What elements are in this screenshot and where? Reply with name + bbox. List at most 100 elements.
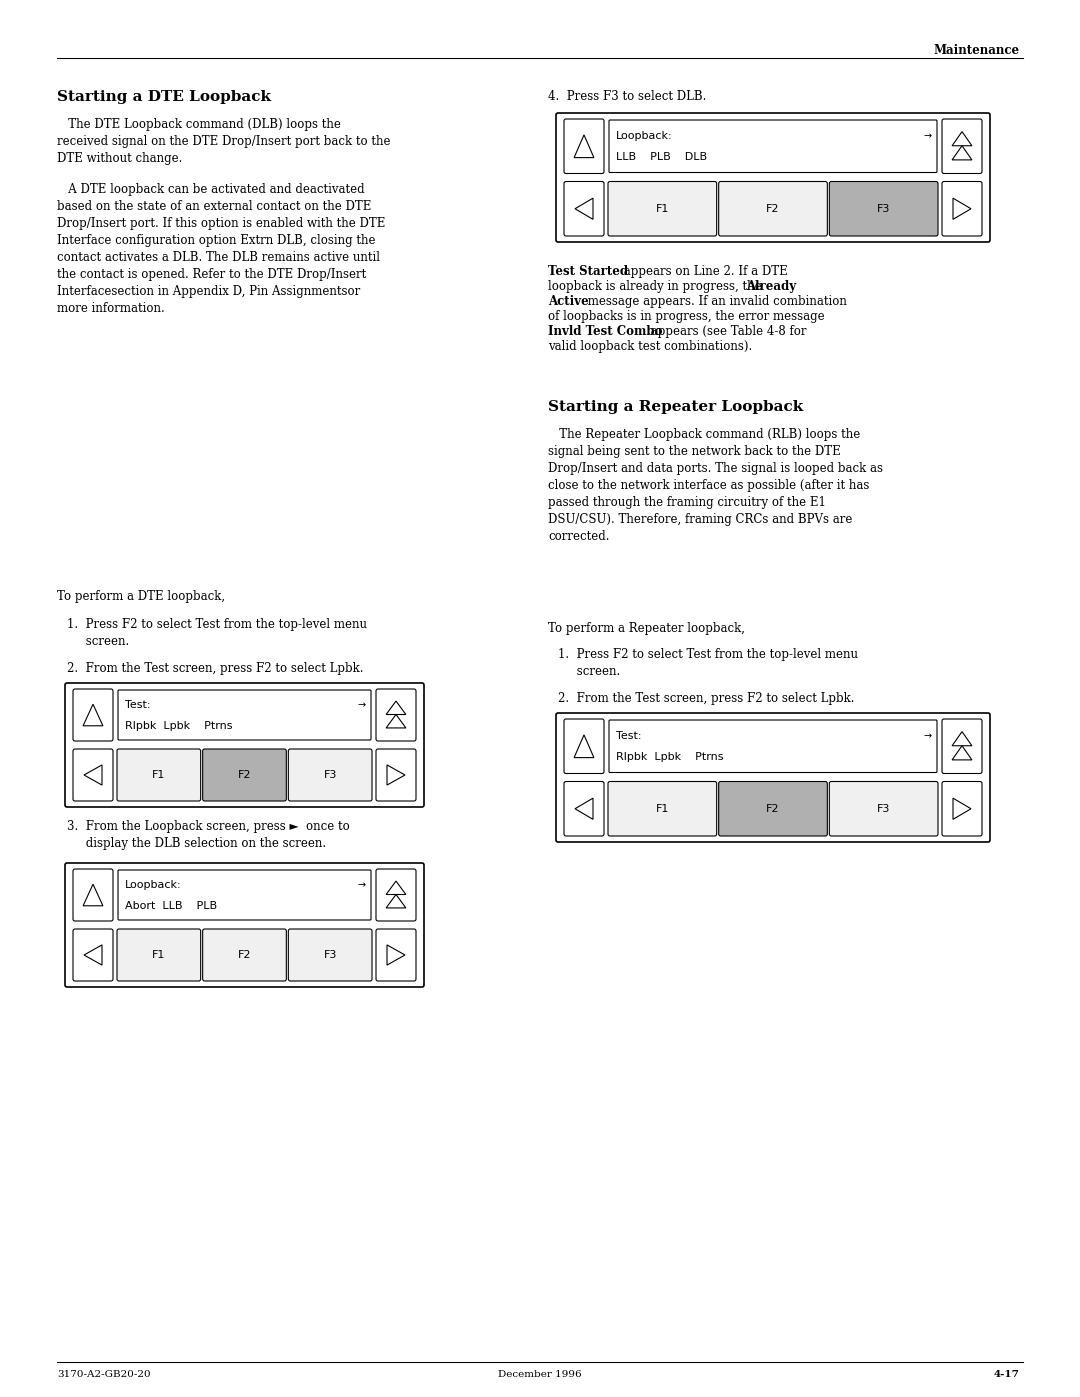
Text: F1: F1 xyxy=(656,803,669,813)
Polygon shape xyxy=(953,732,972,746)
Text: loopback is already in progress, the: loopback is already in progress, the xyxy=(548,279,766,293)
Text: Loopback:: Loopback: xyxy=(616,131,673,141)
Text: Test:: Test: xyxy=(125,700,150,711)
Text: F1: F1 xyxy=(152,950,165,960)
Text: F3: F3 xyxy=(877,803,890,813)
Polygon shape xyxy=(387,882,406,894)
Polygon shape xyxy=(387,701,406,714)
Text: 2.  From the Test screen, press F2 to select Lpbk.: 2. From the Test screen, press F2 to sel… xyxy=(67,662,364,675)
Text: 2.  From the Test screen, press F2 to select Lpbk.: 2. From the Test screen, press F2 to sel… xyxy=(558,692,854,705)
Text: 1.  Press F2 to select Test from the top-level menu
     screen.: 1. Press F2 to select Test from the top-… xyxy=(67,617,367,648)
FancyBboxPatch shape xyxy=(118,690,372,740)
Polygon shape xyxy=(387,944,405,965)
Text: F2: F2 xyxy=(238,950,252,960)
Polygon shape xyxy=(953,746,972,760)
FancyBboxPatch shape xyxy=(556,712,990,842)
Text: 3.  From the Loopback screen, press ►  once to
     display the DLB selection on: 3. From the Loopback screen, press ► onc… xyxy=(67,820,350,849)
Text: →: → xyxy=(357,880,366,890)
Text: F3: F3 xyxy=(324,770,337,780)
Polygon shape xyxy=(953,145,972,159)
FancyBboxPatch shape xyxy=(942,719,982,774)
FancyBboxPatch shape xyxy=(718,781,827,835)
Text: appears (see Table 4-8 for: appears (see Table 4-8 for xyxy=(647,326,807,338)
Text: F2: F2 xyxy=(238,770,252,780)
FancyBboxPatch shape xyxy=(942,781,982,835)
Polygon shape xyxy=(575,798,593,820)
FancyBboxPatch shape xyxy=(288,929,372,981)
Text: Loopback:: Loopback: xyxy=(125,880,181,890)
Text: valid loopback test combinations).: valid loopback test combinations). xyxy=(548,339,753,353)
FancyBboxPatch shape xyxy=(376,749,416,800)
FancyBboxPatch shape xyxy=(829,182,939,236)
FancyBboxPatch shape xyxy=(73,929,113,981)
Text: F2: F2 xyxy=(766,803,780,813)
FancyBboxPatch shape xyxy=(609,719,937,773)
Polygon shape xyxy=(953,798,971,820)
FancyBboxPatch shape xyxy=(718,182,827,236)
Polygon shape xyxy=(575,735,594,757)
FancyBboxPatch shape xyxy=(609,120,937,172)
Polygon shape xyxy=(575,198,593,219)
Text: The DTE Loopback command (DLB) loops the
received signal on the DTE Drop/Insert : The DTE Loopback command (DLB) loops the… xyxy=(57,117,391,165)
FancyBboxPatch shape xyxy=(117,929,201,981)
Text: Active: Active xyxy=(548,295,589,307)
Polygon shape xyxy=(83,884,103,905)
FancyBboxPatch shape xyxy=(942,119,982,173)
Text: Rlpbk  Lpbk    Ptrns: Rlpbk Lpbk Ptrns xyxy=(616,753,724,763)
Text: 4.  Press F3 to select DLB.: 4. Press F3 to select DLB. xyxy=(548,89,706,103)
Text: Test Started: Test Started xyxy=(548,265,629,278)
Text: →: → xyxy=(357,700,366,711)
Text: F2: F2 xyxy=(766,204,780,214)
Text: F1: F1 xyxy=(656,204,669,214)
Text: F3: F3 xyxy=(324,950,337,960)
FancyBboxPatch shape xyxy=(65,863,424,988)
FancyBboxPatch shape xyxy=(608,182,717,236)
Text: Starting a Repeater Loopback: Starting a Repeater Loopback xyxy=(548,400,804,414)
FancyBboxPatch shape xyxy=(376,869,416,921)
FancyBboxPatch shape xyxy=(608,781,717,835)
Text: December 1996: December 1996 xyxy=(498,1370,582,1379)
FancyBboxPatch shape xyxy=(564,781,604,835)
Text: Starting a DTE Loopback: Starting a DTE Loopback xyxy=(57,89,271,103)
Text: Test:: Test: xyxy=(616,731,642,742)
Text: appears on Line 2. If a DTE: appears on Line 2. If a DTE xyxy=(620,265,787,278)
Polygon shape xyxy=(84,944,102,965)
FancyBboxPatch shape xyxy=(65,683,424,807)
Polygon shape xyxy=(953,131,972,145)
Text: Abort  LLB    PLB: Abort LLB PLB xyxy=(125,901,217,911)
Text: 4-17: 4-17 xyxy=(994,1370,1020,1379)
Text: Maintenance: Maintenance xyxy=(934,43,1020,57)
Text: →: → xyxy=(923,131,932,141)
Polygon shape xyxy=(387,766,405,785)
Text: Already: Already xyxy=(746,279,796,293)
Text: To perform a Repeater loopback,: To perform a Repeater loopback, xyxy=(548,622,745,636)
Text: of loopbacks is in progress, the error message: of loopbacks is in progress, the error m… xyxy=(548,310,825,323)
FancyBboxPatch shape xyxy=(73,689,113,740)
FancyBboxPatch shape xyxy=(564,119,604,173)
FancyBboxPatch shape xyxy=(564,182,604,236)
Text: →: → xyxy=(923,731,932,742)
Polygon shape xyxy=(387,894,406,908)
FancyBboxPatch shape xyxy=(73,749,113,800)
Text: F1: F1 xyxy=(152,770,165,780)
Text: 3170-A2-GB20-20: 3170-A2-GB20-20 xyxy=(57,1370,150,1379)
FancyBboxPatch shape xyxy=(203,749,286,800)
Text: Invld Test Combo: Invld Test Combo xyxy=(548,326,662,338)
Polygon shape xyxy=(575,136,594,158)
FancyBboxPatch shape xyxy=(376,689,416,740)
Polygon shape xyxy=(84,766,102,785)
Polygon shape xyxy=(83,704,103,726)
FancyBboxPatch shape xyxy=(288,749,372,800)
Text: LLB    PLB    DLB: LLB PLB DLB xyxy=(616,152,707,162)
Text: message appears. If an invalid combination: message appears. If an invalid combinati… xyxy=(584,295,847,307)
Text: The Repeater Loopback command (RLB) loops the
signal being sent to the network b: The Repeater Loopback command (RLB) loop… xyxy=(548,427,883,543)
FancyBboxPatch shape xyxy=(73,869,113,921)
Text: To perform a DTE loopback,: To perform a DTE loopback, xyxy=(57,590,225,604)
Text: Rlpbk  Lpbk    Ptrns: Rlpbk Lpbk Ptrns xyxy=(125,721,232,731)
Text: F3: F3 xyxy=(877,204,890,214)
FancyBboxPatch shape xyxy=(118,870,372,921)
FancyBboxPatch shape xyxy=(829,781,939,835)
FancyBboxPatch shape xyxy=(556,113,990,242)
Text: 1.  Press F2 to select Test from the top-level menu
     screen.: 1. Press F2 to select Test from the top-… xyxy=(558,648,858,678)
FancyBboxPatch shape xyxy=(203,929,286,981)
